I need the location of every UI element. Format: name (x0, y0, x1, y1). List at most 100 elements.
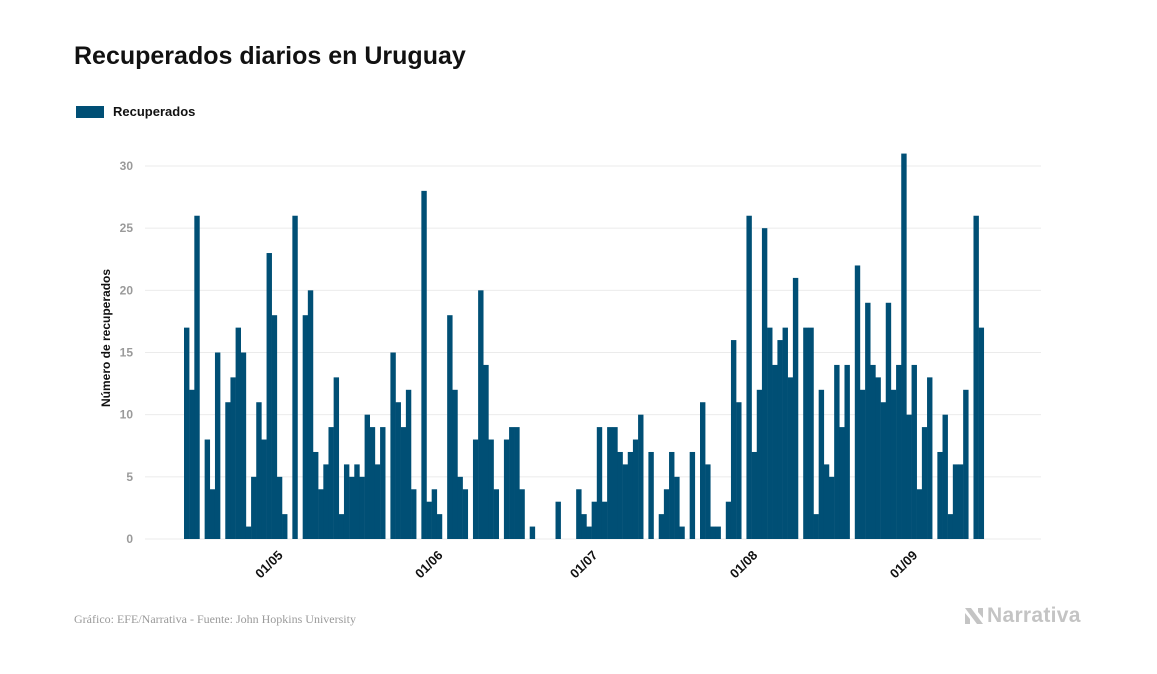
bar (555, 501, 561, 539)
chart-title: Recuperados diarios en Uruguay (74, 42, 466, 70)
bar (596, 427, 603, 539)
bar (245, 526, 252, 539)
bar (586, 526, 592, 539)
bar (700, 402, 706, 539)
bar (622, 464, 628, 539)
bar (266, 253, 272, 539)
bar (457, 476, 463, 539)
bar (638, 414, 644, 539)
narrativa-logo: Narrativa (964, 604, 1081, 628)
bar (519, 489, 525, 539)
bar (369, 427, 376, 539)
bar (978, 327, 985, 539)
bar (890, 389, 897, 539)
bar (725, 501, 732, 539)
x-tick-label: 01/08 (727, 548, 761, 582)
bar (927, 377, 933, 539)
narrativa-logo-icon (965, 608, 983, 624)
bar (761, 228, 768, 540)
bar (282, 514, 288, 539)
bar (885, 302, 892, 539)
y-tick-label: 10 (120, 408, 134, 422)
bar (730, 340, 737, 539)
bar (447, 315, 453, 539)
bars (184, 153, 985, 540)
bar (431, 489, 438, 539)
bar (658, 514, 665, 539)
y-tick-label: 20 (120, 283, 134, 297)
bar (756, 389, 763, 539)
y-tick-label: 15 (120, 346, 134, 360)
bar (880, 402, 886, 539)
bar (405, 389, 412, 539)
bar (591, 501, 598, 539)
bar (488, 439, 494, 539)
bar (705, 464, 711, 539)
bar (736, 402, 742, 539)
bar (343, 464, 350, 539)
bar (746, 215, 752, 540)
narrativa-logo-text: Narrativa (987, 604, 1081, 627)
legend: Recuperados (76, 104, 195, 119)
bar (942, 414, 948, 539)
bar (777, 340, 783, 539)
bar (436, 514, 443, 539)
bar (581, 514, 587, 539)
x-tick-label: 01/09 (887, 548, 921, 582)
bar (395, 402, 401, 539)
bar (859, 389, 866, 539)
bar (715, 526, 721, 539)
y-tick-label: 25 (120, 221, 134, 235)
bar (906, 414, 912, 539)
bar (792, 277, 799, 539)
bar (483, 364, 489, 539)
x-axis-ticks: 01/05 01/06 01/07 01/08 01/09 (252, 548, 920, 582)
bar (214, 352, 221, 539)
bar (648, 451, 654, 539)
bar (261, 439, 267, 539)
bar (679, 526, 685, 539)
bar (710, 526, 716, 539)
bar (973, 215, 979, 540)
bar (509, 427, 515, 539)
bar (380, 427, 386, 539)
bar (359, 476, 365, 539)
x-tick-label: 01/05 (252, 548, 286, 582)
bar (235, 327, 241, 539)
bar (230, 377, 236, 539)
bar (937, 451, 943, 539)
bar (767, 327, 773, 539)
bar (865, 302, 871, 539)
bar (411, 489, 417, 539)
bar (256, 402, 262, 539)
x-tick-label: 01/07 (567, 548, 601, 582)
bar (292, 215, 298, 540)
bar (307, 290, 314, 539)
y-axis-ticks: 0 5 10 15 20 25 30 (120, 159, 134, 546)
bar (478, 290, 484, 539)
bar (669, 451, 675, 539)
bar (400, 427, 407, 539)
bar (896, 364, 902, 539)
bar (813, 514, 819, 539)
bar (782, 327, 788, 539)
bar (674, 476, 680, 539)
bar (349, 476, 355, 539)
y-axis-label: Número de recuperados (99, 269, 113, 407)
bar (462, 489, 469, 539)
bar (854, 265, 861, 539)
bar (240, 352, 247, 539)
bar (302, 315, 309, 539)
legend-label: Recuperados (113, 104, 196, 119)
x-tick-label: 01/06 (412, 548, 446, 582)
bar (870, 364, 876, 539)
bar (576, 489, 582, 539)
bar (808, 327, 814, 539)
bar (834, 364, 840, 539)
bar (916, 489, 923, 539)
bar (921, 427, 928, 539)
bar (663, 489, 670, 539)
bar (276, 476, 283, 539)
bar (271, 315, 278, 539)
